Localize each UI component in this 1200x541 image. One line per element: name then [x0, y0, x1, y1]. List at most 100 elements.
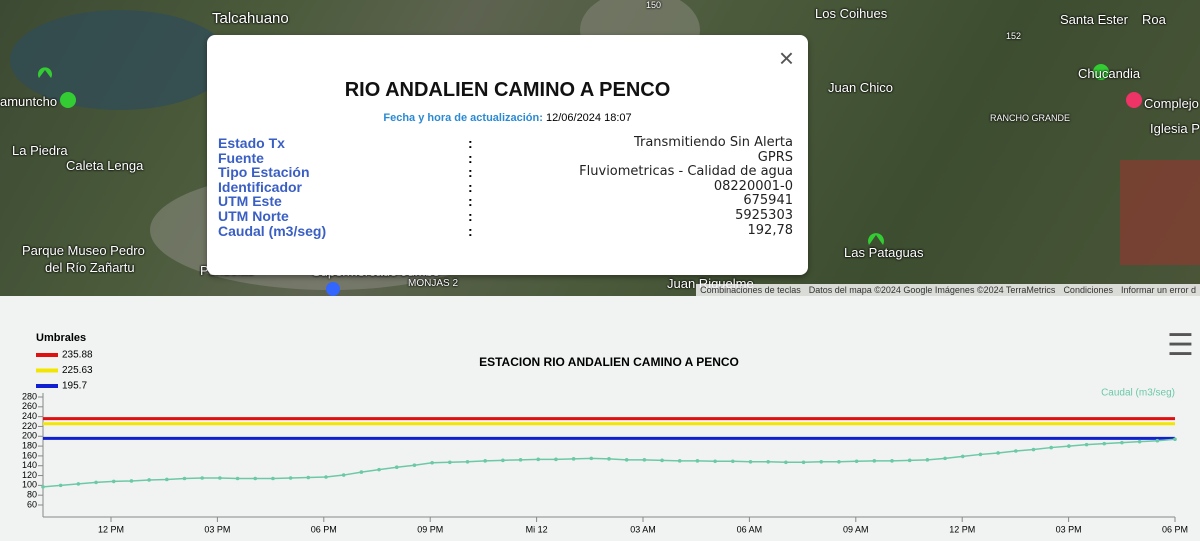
x-tick-label: 06 AM	[737, 524, 763, 534]
y-tick-label: 120	[22, 470, 37, 480]
data-point	[359, 470, 364, 474]
data-point	[819, 460, 824, 464]
y-tick-label: 140	[22, 460, 37, 470]
info-value: Transmitiendo Sin Alerta	[633, 135, 793, 150]
info-separator: :	[468, 222, 473, 239]
data-point	[288, 476, 293, 480]
update-value: 12/06/2024 18:07	[545, 112, 632, 124]
data-point	[1102, 441, 1107, 446]
data-point	[306, 475, 311, 480]
map-label: amuntcho	[0, 94, 58, 109]
data-point	[147, 478, 151, 482]
data-point	[589, 456, 594, 461]
update-line: Fecha y hora de actualización: 12/06/202…	[207, 112, 808, 124]
menu-button[interactable]: ☰	[1167, 329, 1194, 362]
data-point	[129, 479, 134, 483]
map-label: 150	[646, 0, 662, 10]
data-point	[731, 459, 735, 464]
data-point	[501, 458, 505, 463]
data-point	[1067, 444, 1071, 448]
data-point	[341, 473, 346, 477]
data-point	[837, 460, 841, 464]
data-point	[1014, 449, 1018, 453]
info-value: 08220001-0	[713, 178, 793, 194]
station-title: RIO ANDALIEN CAMINO A PENCO	[344, 79, 671, 101]
x-tick-label: 09 AM	[843, 524, 869, 534]
data-point	[1031, 447, 1036, 452]
series-line	[42, 438, 1176, 488]
data-point	[677, 459, 682, 463]
map-label: MONJAS 2	[408, 278, 459, 289]
data-point	[872, 459, 877, 463]
data-point	[165, 477, 169, 482]
data-point	[748, 460, 753, 464]
data-point	[960, 454, 965, 459]
info-row: Estado Tx: Transmitiendo Sin Alerta	[218, 135, 793, 151]
map-label: Los Coihues	[815, 6, 888, 21]
map-label: Las Pataguas	[844, 245, 924, 260]
data-point	[624, 458, 629, 462]
data-point	[271, 476, 275, 481]
info-row: Tipo Estación: Fluviometricas - Calidad d…	[218, 164, 793, 180]
data-point	[713, 459, 717, 464]
map-label: Caleta Lenga	[66, 158, 144, 173]
data-point	[448, 460, 452, 465]
info-separator: :	[468, 149, 473, 166]
info-separator: :	[468, 193, 473, 210]
x-tick-label: 03 AM	[630, 524, 656, 534]
y-tick-label: 80	[27, 490, 37, 500]
info-value: 675941	[743, 193, 793, 209]
map-label: RANCHO GRANDE	[990, 113, 1071, 123]
info-value: Fluviometricas - Calidad de agua	[579, 164, 793, 180]
map-label: Santa Ester	[1060, 12, 1128, 27]
map-label: Juan Chico	[828, 80, 894, 95]
data-point	[695, 459, 700, 463]
data-point	[394, 465, 399, 469]
map-label: Talcahuano	[212, 10, 289, 27]
info-row: Caudal (m3/seg): 192,78	[218, 222, 794, 239]
data-point	[324, 475, 328, 479]
data-point	[766, 460, 770, 464]
y-tick-label: 240	[22, 411, 37, 421]
info-value: 5925303	[735, 208, 793, 223]
update-label: Fecha y hora de actualización:	[383, 112, 543, 124]
info-separator: :	[468, 208, 473, 224]
data-point	[784, 460, 788, 465]
y-tick-label: 220	[22, 421, 37, 431]
info-value: 192,78	[747, 222, 794, 238]
x-tick-label: 06 PM	[311, 524, 337, 534]
data-point	[907, 458, 912, 463]
x-tick-label: 06 PM	[1162, 524, 1188, 534]
series-label: Caudal (m3/seg)	[1101, 388, 1175, 399]
data-point	[1137, 439, 1142, 444]
info-key: UTM Este	[218, 193, 282, 210]
data-point	[111, 479, 116, 484]
attribution-link[interactable]: Datos del mapa ©2024 Google Imágenes ©20…	[808, 285, 1056, 295]
x-tick-label: Mi 12	[526, 524, 548, 534]
info-key: UTM Norte	[218, 208, 289, 224]
x-tick-label: 09 PM	[417, 524, 443, 534]
data-point	[76, 482, 81, 486]
data-point	[58, 483, 63, 488]
data-point	[518, 458, 523, 462]
info-key: Estado Tx	[218, 135, 285, 151]
y-tick-label: 160	[22, 450, 37, 460]
x-tick-label: 12 PM	[98, 524, 124, 534]
attribution-link[interactable]: Informar un error d	[1120, 285, 1196, 295]
map-label: Complejo	[1144, 96, 1199, 111]
attribution-link[interactable]: Combinaciones de teclas	[700, 285, 801, 295]
y-tick-label: 260	[22, 401, 37, 411]
info-window: RIO ANDALIEN CAMINO A PENCO Fecha y hora…	[207, 35, 808, 275]
y-tick-label: 100	[22, 480, 37, 490]
y-tick-label: 180	[22, 440, 37, 450]
data-point	[801, 460, 806, 465]
info-row: UTM Norte: 5925303	[218, 208, 793, 224]
data-point	[642, 458, 647, 462]
data-point	[607, 457, 611, 461]
map-label: La Piedra	[12, 143, 68, 158]
attribution-link[interactable]: Condiciones	[1063, 285, 1113, 295]
close-button[interactable]: ×	[778, 43, 794, 73]
data-point	[1173, 437, 1177, 442]
data-point	[925, 458, 930, 462]
